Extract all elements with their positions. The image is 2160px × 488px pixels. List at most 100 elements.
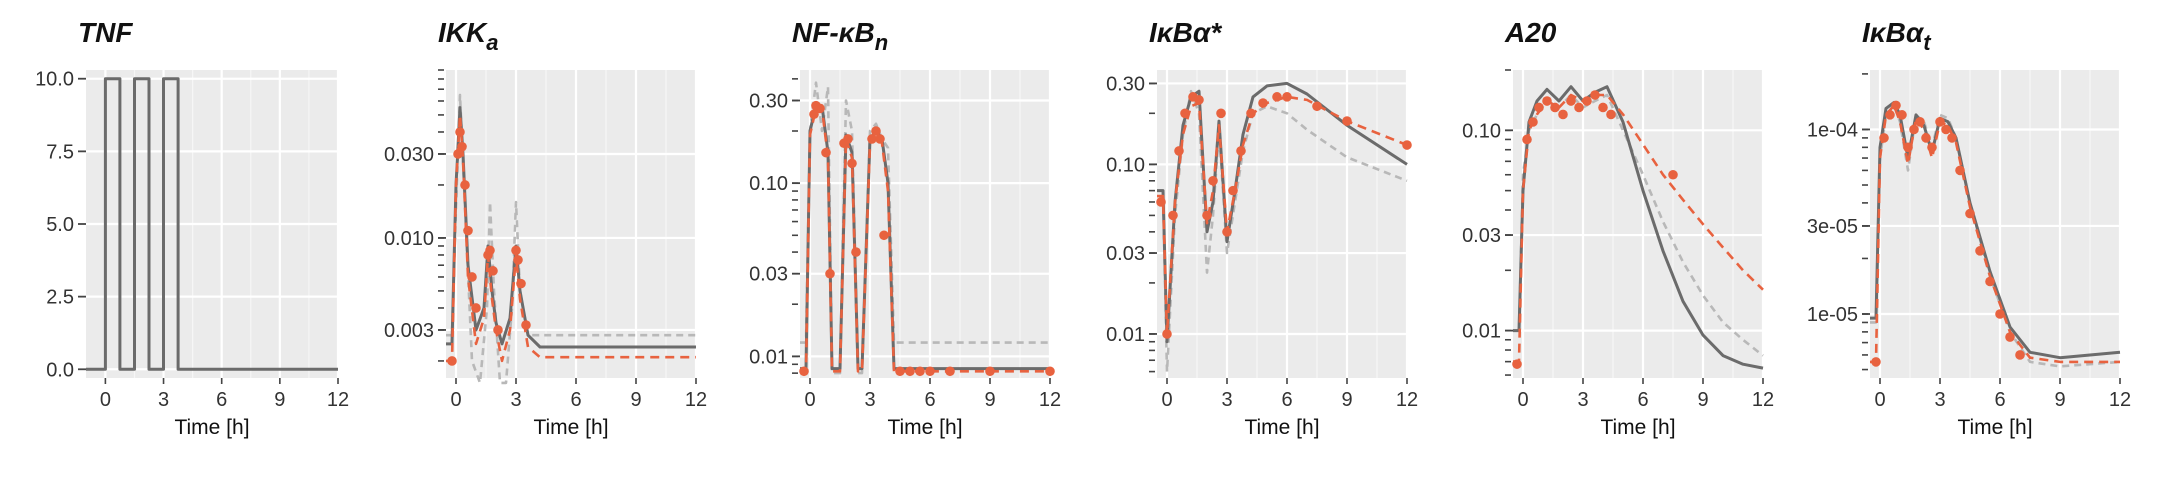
x-tick-label: 12	[1039, 389, 1061, 411]
data-point	[847, 158, 857, 169]
x-axis-label: Time [h]	[533, 416, 608, 439]
data-point	[1282, 92, 1292, 102]
x-tick-label: 9	[1341, 389, 1352, 411]
data-point	[1162, 329, 1172, 339]
data-point	[809, 109, 819, 120]
data-point	[1528, 117, 1538, 127]
x-tick-label: 3	[1577, 389, 1588, 411]
data-point	[511, 245, 521, 256]
chart-panel-6: 0 3 6 9 12 1e-05 3e-05 1e-04 Time [h] IκBαt	[1807, 17, 2131, 439]
y-tick-label: 5.0	[46, 214, 74, 236]
data-point	[1955, 165, 1965, 176]
x-tick-label: 12	[2109, 389, 2131, 411]
data-point	[1941, 124, 1951, 135]
chart-panel-2: 0 3 6 9 12 0.003 0.010 0.030 Time [h] IKKa	[384, 17, 707, 439]
data-point	[1258, 98, 1268, 108]
series-line-dashed-orange	[1157, 95, 1408, 336]
y-tick-label: 1e-04	[1807, 119, 1858, 141]
data-point	[843, 134, 853, 144]
x-tick-label: 12	[1396, 389, 1418, 411]
data-point	[1312, 101, 1322, 112]
data-point	[1208, 175, 1218, 186]
data-point	[2015, 350, 2025, 360]
data-point	[1891, 100, 1901, 111]
data-point	[1558, 109, 1568, 120]
y-tick-label: 10.0	[35, 69, 74, 91]
y-tick-label: 0.30	[749, 91, 788, 113]
data-point	[1668, 169, 1678, 180]
data-point	[821, 147, 831, 158]
data-point	[925, 366, 935, 377]
data-point	[467, 272, 477, 282]
data-point	[875, 134, 885, 144]
x-tick-label: 9	[274, 389, 285, 411]
panel-title: IκBαt	[1862, 17, 1932, 55]
chart-panel-1: 0 3 6 9 12 0.0 2.5 5.0 7.5 10.0 Time [h] TNF	[35, 17, 349, 439]
data-point	[1174, 146, 1184, 156]
data-point	[905, 366, 915, 377]
data-point	[1216, 108, 1226, 119]
x-axis-label: Time [h]	[1600, 416, 1675, 439]
data-point	[1606, 109, 1616, 120]
data-point	[1402, 140, 1412, 150]
y-tick-label: 0.10	[749, 173, 788, 195]
x-axis-label: Time [h]	[887, 416, 962, 439]
data-point	[1598, 102, 1608, 113]
data-point	[825, 268, 835, 279]
data-point	[488, 266, 498, 276]
y-tick-label: 0.01	[1462, 321, 1501, 343]
data-point	[1965, 208, 1975, 219]
data-point	[1512, 359, 1522, 369]
data-point	[1222, 227, 1232, 237]
data-point	[1879, 133, 1889, 143]
y-tick-label: 0.030	[384, 144, 434, 166]
data-point	[1045, 366, 1055, 377]
data-point	[1935, 117, 1945, 127]
data-point	[1272, 92, 1282, 102]
x-tick-label: 6	[1994, 389, 2005, 411]
data-point	[1180, 108, 1190, 119]
x-tick-label: 12	[327, 389, 349, 411]
plot-background	[800, 70, 1050, 378]
series-line-dashed-gray	[800, 81, 1050, 375]
x-tick-label: 3	[510, 389, 521, 411]
data-point	[1590, 90, 1600, 100]
x-tick-label: 6	[216, 389, 227, 411]
series-line-dashed-orange	[1870, 104, 2120, 364]
data-point	[521, 320, 531, 330]
y-tick-label: 0.03	[1106, 243, 1145, 265]
data-point	[851, 247, 861, 257]
y-tick-label: 0.0	[46, 359, 74, 381]
data-point	[1903, 142, 1913, 153]
x-tick-label: 3	[1221, 389, 1232, 411]
y-tick-label: 1e-05	[1807, 304, 1858, 326]
data-point	[1582, 96, 1592, 106]
data-point	[985, 366, 995, 377]
panel-title: NF-κBn	[792, 17, 888, 55]
data-point	[1975, 246, 1985, 256]
x-tick-label: 12	[1752, 389, 1774, 411]
data-point	[1985, 276, 1995, 287]
data-point	[1342, 116, 1352, 126]
x-axis-label: Time [h]	[174, 416, 249, 439]
data-point	[815, 103, 825, 114]
data-point	[1534, 102, 1544, 113]
y-tick-label: 0.10	[1462, 120, 1501, 142]
panel-title: TNF	[78, 17, 133, 48]
data-point	[1947, 133, 1957, 143]
data-point	[1871, 357, 1881, 367]
y-tick-label: 0.10	[1106, 154, 1145, 176]
data-point	[799, 366, 809, 377]
chart-panel-5: 0 3 6 9 12 0.01 0.03 0.10 Time [h] A20	[1462, 17, 1774, 439]
y-tick-label: 2.5	[46, 287, 74, 309]
x-tick-label: 6	[1637, 389, 1648, 411]
data-point	[453, 149, 463, 159]
data-point	[867, 134, 877, 144]
x-tick-label: 0	[1161, 389, 1172, 411]
x-tick-label: 9	[2054, 389, 2065, 411]
x-tick-label: 6	[924, 389, 935, 411]
data-point	[879, 230, 889, 241]
series-line-solid	[86, 77, 338, 371]
data-point	[1550, 102, 1560, 113]
